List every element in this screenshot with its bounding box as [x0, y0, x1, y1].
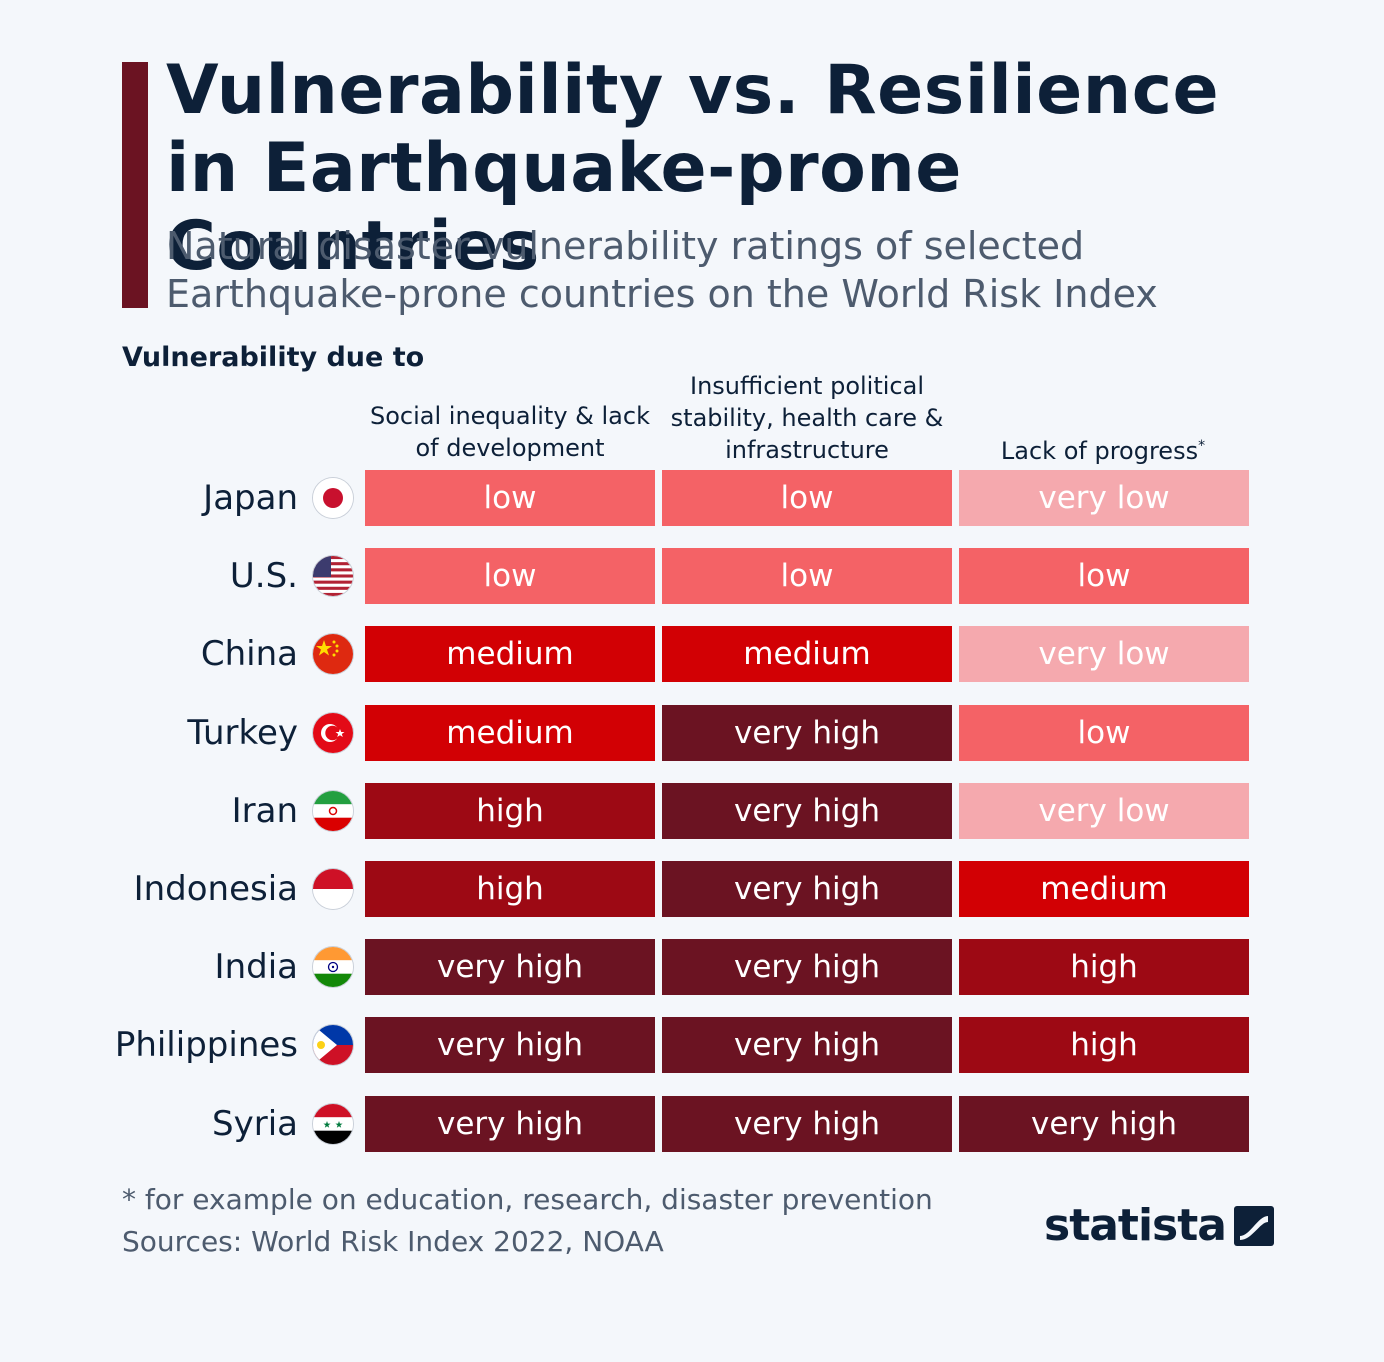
rating-cell: very high: [662, 1017, 952, 1074]
philippines-flag-icon: [313, 1025, 353, 1066]
rating-cell: very low: [959, 782, 1249, 839]
rating-cell: very high: [662, 782, 952, 839]
rating-cell: very low: [959, 626, 1249, 683]
rating-cell: low: [959, 548, 1249, 605]
title-accent-bar: [122, 62, 148, 308]
section-label: Vulnerability due to: [122, 342, 425, 373]
country-label: Indonesia: [133, 869, 298, 909]
turkey-flag-icon: [313, 712, 353, 753]
syria-flag-icon: [313, 1103, 353, 1144]
rating-cell: low: [365, 470, 655, 526]
country-label: Iran: [231, 790, 298, 831]
column-header-label: Social inequality & lack of development: [370, 402, 650, 462]
indonesia-flag-icon: [313, 869, 353, 909]
country-label: Turkey: [187, 712, 298, 753]
japan-flag-icon: [313, 478, 353, 518]
column-header-social: Social inequality & lack of development: [360, 400, 660, 464]
statista-mark-icon: [1233, 1205, 1274, 1246]
us-flag-icon: [313, 556, 353, 597]
rating-cell: very high: [365, 939, 655, 996]
rating-cell: low: [365, 548, 655, 605]
country-label: Japan: [203, 478, 298, 518]
rating-cell: medium: [365, 626, 655, 683]
sources: Sources: World Risk Index 2022, NOAA: [122, 1225, 664, 1258]
india-flag-icon: [313, 947, 353, 988]
column-header-label: Insufficient political stability, health…: [670, 372, 944, 464]
country-label: U.S.: [229, 556, 298, 597]
rating-cell: medium: [662, 626, 952, 683]
country-label: Philippines: [114, 1025, 298, 1066]
rating-cell: medium: [959, 861, 1249, 917]
rating-cell: high: [959, 1017, 1249, 1074]
chart-subtitle: Natural disaster vulnerability ratings o…: [166, 224, 1158, 316]
country-label: China: [200, 634, 298, 675]
iran-flag-icon: [313, 790, 353, 831]
rating-cell: very high: [959, 1095, 1249, 1152]
country-label: Syria: [212, 1103, 298, 1144]
footnote: * for example on education, research, di…: [122, 1183, 933, 1216]
column-header-political: Insufficient political stability, health…: [657, 370, 957, 466]
rating-cell: low: [662, 548, 952, 605]
footnote-mark: *: [1198, 438, 1206, 454]
column-header-label: Lack of progress: [1000, 437, 1199, 465]
rating-cell: low: [662, 470, 952, 526]
rating-cell: very high: [662, 704, 952, 761]
rating-cell: low: [959, 704, 1249, 761]
rating-cell: very low: [959, 470, 1249, 526]
rating-cell: high: [365, 861, 655, 917]
rating-cell: very high: [662, 1095, 952, 1152]
rating-cell: very high: [662, 861, 952, 917]
chart-title: Vulnerability vs. Resilience in Earthqua…: [166, 51, 1220, 286]
rating-cell: high: [365, 782, 655, 839]
china-flag-icon: [313, 634, 353, 675]
rating-cell: very high: [662, 939, 952, 996]
rating-cell: high: [959, 939, 1249, 996]
rating-cell: very high: [365, 1017, 655, 1074]
country-label: India: [214, 947, 298, 988]
statista-logo: statista: [1044, 1200, 1274, 1251]
brand-name: statista: [1044, 1200, 1227, 1251]
rating-cell: medium: [365, 704, 655, 761]
column-header-progress: Lack of progress*: [953, 430, 1253, 467]
rating-cell: very high: [365, 1095, 655, 1152]
